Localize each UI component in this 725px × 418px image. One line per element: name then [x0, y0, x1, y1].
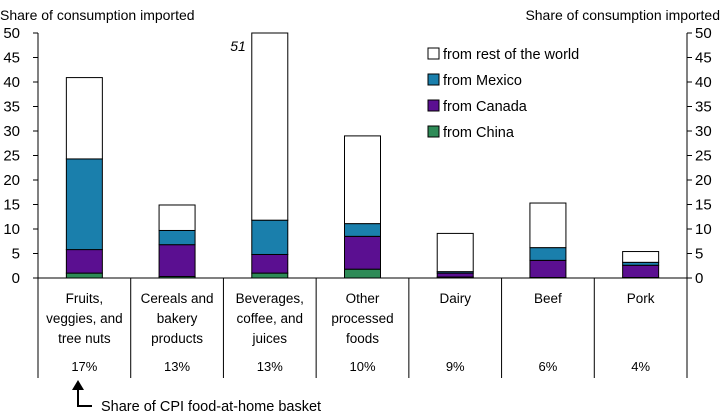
y-tick-label-left: 20 [3, 172, 20, 189]
y-tick-label-right: 40 [695, 74, 712, 91]
category-label: foods [346, 331, 379, 346]
bar-segment-from-rest-of-the-world [529, 202, 567, 249]
bar-segment-from-mexico [529, 247, 567, 261]
category-label: Other [346, 291, 380, 306]
y-tick-label-left: 10 [3, 221, 20, 238]
legend: from rest of the world from Mexico from Ca… [427, 47, 579, 141]
y-axis-title-right: Share of consumption imported [525, 7, 720, 23]
y-tick-label-right: 45 [695, 50, 712, 67]
cpi-share-value: 13% [164, 359, 190, 374]
bar-segment-from-canada [65, 249, 103, 274]
cpi-share-note: Share of CPI food-at-home basket [72, 380, 321, 415]
legend-swatch [427, 73, 440, 86]
bar-segment-from-mexico [344, 223, 381, 237]
bar-segment-from-rest-of-the-world [436, 232, 474, 273]
y-tick-label-left: 45 [3, 50, 20, 67]
cpi-share-value: 9% [446, 359, 465, 374]
category-label: veggies, and [46, 311, 123, 326]
arrow-icon [77, 386, 92, 407]
category-label: processed [331, 311, 393, 326]
bar-segment-from-rest-of-the-world [158, 204, 196, 231]
bar-segment-from-mexico [251, 219, 289, 255]
y-tick-label-right: 25 [695, 148, 712, 165]
y-tick-label-right: 35 [695, 99, 712, 116]
arrowhead-icon [72, 380, 84, 390]
y-tick-label-right: 30 [695, 123, 712, 140]
y-tick-label-left: 30 [3, 123, 20, 140]
cpi-share-label: Share of CPI food-at-home basket [101, 399, 321, 415]
cpi-share-value: 17% [71, 359, 97, 374]
clipped-bar-total: 51 [230, 38, 246, 54]
legend-swatch [427, 99, 440, 112]
y-tick-labels: 0 0 5 5 10 10 15 15 20 20 25 25 30 30 35 35 40 40 45 45 50 50 [3, 25, 711, 287]
bar-segment-from-canada [158, 244, 196, 278]
y-tick-label-left: 50 [3, 25, 20, 42]
y-tick-label-right: 50 [695, 25, 712, 42]
bar-segment-from-mexico [65, 158, 103, 251]
cpi-share-value: 6% [539, 359, 558, 374]
category-labels: Fruits, veggies, and tree nuts 17% Cereals a… [46, 291, 655, 374]
bar-segment-from-canada [344, 235, 381, 270]
y-tick-label-right: 0 [695, 270, 703, 287]
bar-segment-from-rest-of-the-world [65, 77, 103, 160]
cpi-share-value: 4% [631, 359, 650, 374]
category-label: Cereals and [141, 291, 214, 306]
bar-segment-from-canada [529, 259, 567, 279]
bar-segment-from-rest-of-the-world [622, 251, 660, 263]
legend-label: from Mexico [443, 73, 522, 89]
bar-segment-from-canada [622, 264, 660, 279]
category-label: bakery [157, 311, 198, 326]
category-label: Beef [534, 291, 562, 306]
category-label: juices [252, 331, 288, 346]
y-tick-label-right: 15 [695, 197, 712, 214]
legend-label: from Canada [443, 99, 528, 115]
category-label: Dairy [439, 291, 471, 306]
bar-segment-from-china [344, 268, 381, 279]
cpi-share-value: 10% [349, 359, 375, 374]
category-label: Beverages, [236, 291, 304, 306]
y-tick-label-left: 5 [12, 246, 20, 263]
legend-swatch [427, 125, 440, 138]
y-tick-label-left: 0 [12, 270, 20, 287]
bars: 51 [65, 32, 660, 279]
y-tick-label-left: 15 [3, 197, 20, 214]
y-tick-label-left: 25 [3, 148, 20, 165]
legend-label: from China [443, 125, 515, 141]
category-label: Fruits, [66, 291, 104, 306]
bar-segment-from-china [251, 272, 289, 279]
bar-segment-from-rest-of-the-world [344, 135, 381, 225]
y-axis-title-left: Share of consumption imported [0, 7, 195, 23]
legend-swatch [427, 47, 440, 60]
bar-segment-from-mexico [158, 229, 196, 246]
cpi-share-value: 13% [257, 359, 283, 374]
category-label: Pork [627, 291, 655, 306]
y-tick-label-right: 5 [695, 246, 703, 263]
bar-segment-from-china [65, 272, 103, 279]
legend-label: from rest of the world [443, 47, 579, 63]
y-tick-label-right: 20 [695, 172, 712, 189]
category-label: tree nuts [58, 331, 111, 346]
y-tick-label-left: 35 [3, 99, 20, 116]
category-label: coffee, and [237, 311, 304, 326]
y-tick-label-right: 10 [695, 221, 712, 238]
y-tick-label-left: 40 [3, 74, 20, 91]
bar-segment-from-canada [436, 272, 474, 278]
bar-segment-from-rest-of-the-world [251, 32, 289, 221]
category-label: products [151, 331, 203, 346]
bar-segment-from-canada [251, 253, 289, 274]
